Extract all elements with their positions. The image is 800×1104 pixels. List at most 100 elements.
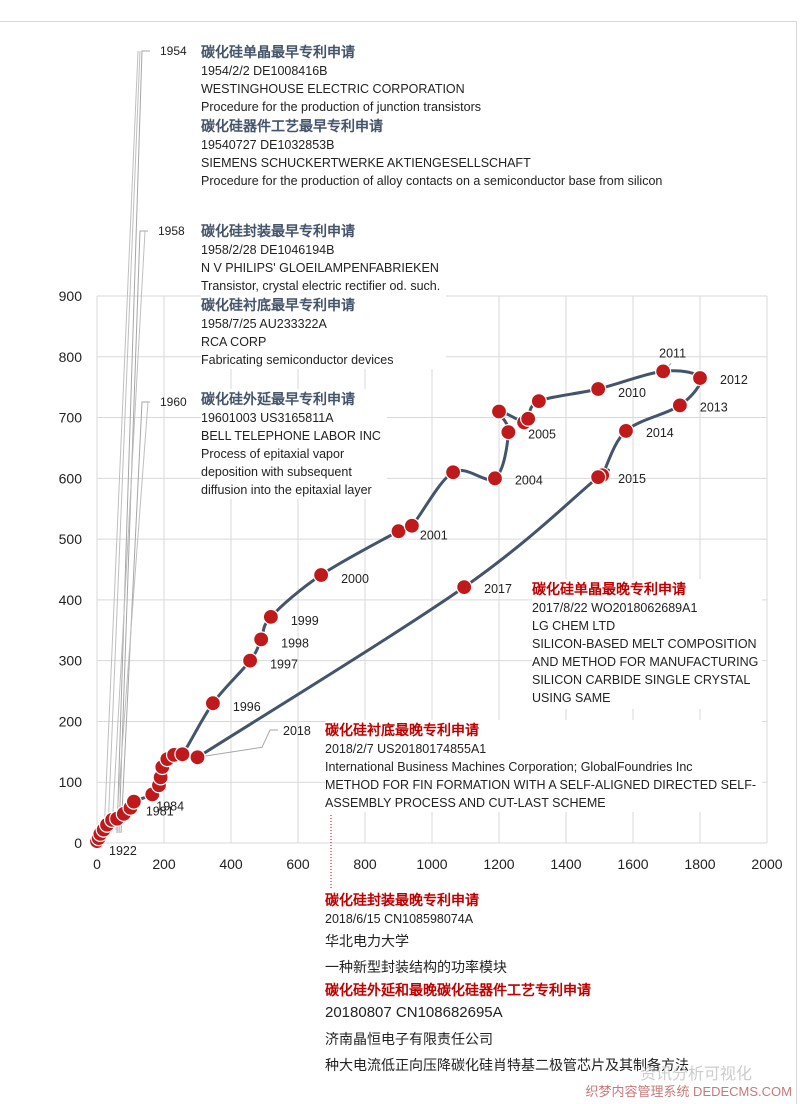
y-tick-label: 800 — [59, 349, 83, 365]
annotation-1954: 碳化硅单晶最早专利申请 1954/2/2 DE1008416B WESTINGH… — [201, 42, 662, 190]
data-point — [617, 422, 635, 440]
annotation-line: 19601003 US3165811A — [201, 411, 334, 425]
leader-line — [107, 50, 141, 831]
y-tick-label: 100 — [59, 774, 83, 790]
annotation-line: Procedure for the production of junction… — [201, 100, 482, 114]
annotation-line: AND METHOD FOR MANUFACTURING — [532, 655, 759, 669]
annotation-line: METHOD FOR FIN FORMATION WITH A SELF-ALI… — [325, 778, 757, 792]
annotation-line: ASSEMBLY PROCESS AND CUT-LAST SCHEME — [325, 796, 606, 810]
point-label: 2000 — [341, 572, 369, 586]
annotation-line: 华北电力大学 — [325, 933, 409, 949]
x-tick-label: 600 — [286, 856, 310, 872]
point-label: 1996 — [233, 700, 261, 714]
x-tick-label: 2000 — [751, 856, 782, 872]
annotation-line: 1954/2/2 DE1008416B — [201, 64, 328, 78]
leader-line — [115, 401, 149, 831]
annotation-title: 碳化硅封装最早专利申请 — [201, 223, 355, 239]
point-label: 2013 — [700, 400, 728, 414]
data-point — [590, 469, 607, 486]
x-tick-label: 0 — [93, 856, 101, 872]
annotation-line: 2017/8/22 WO2018062689A1 — [532, 601, 698, 615]
x-tick-label: 400 — [219, 856, 243, 872]
data-point — [671, 397, 689, 414]
data-point — [456, 579, 473, 596]
data-point — [445, 464, 462, 481]
data-point — [590, 380, 607, 398]
data-point — [403, 517, 420, 534]
annotation-line: BELL TELEPHONE LABOR INC — [201, 429, 381, 443]
x-tick-label: 1400 — [550, 856, 581, 872]
point-label: 2014 — [646, 426, 674, 440]
data-point — [125, 793, 142, 810]
annotation-line: SILICON-BASED MELT COMPOSITION — [532, 637, 757, 651]
point-label: 2010 — [618, 386, 646, 400]
data-point — [500, 424, 517, 441]
annotation-line: International Business Machines Corporat… — [325, 760, 693, 774]
annotation-line: 1958/2/28 DE1046194B — [201, 243, 335, 257]
point-label: 2005 — [528, 427, 556, 441]
annotation-title: 碳化硅衬底最早专利申请 — [201, 297, 355, 313]
y-tick-label: 300 — [59, 653, 83, 669]
annotation-2017: 碳化硅单晶最晚专利申请 2017/8/22 WO2018062689A1 LG … — [532, 579, 763, 709]
data-point — [241, 652, 259, 669]
y-tick-label: 400 — [59, 592, 83, 608]
x-tick-label: 800 — [353, 856, 377, 872]
point-label: 1999 — [291, 614, 319, 628]
annotation-line: 种大电流低正向压降碳化硅肖特基二极管芯片及其制备方法 — [325, 1057, 689, 1073]
annotation-line: RCA CORP — [201, 335, 267, 349]
annotation-title: 碳化硅单晶最早专利申请 — [201, 44, 355, 60]
annotation-line: 1958/7/25 AU233322A — [201, 317, 327, 331]
data-point — [486, 470, 504, 487]
y-tick-label: 500 — [59, 531, 83, 547]
annotation-line: 20180807 CN108682695A — [325, 1004, 503, 1021]
data-point — [189, 749, 206, 766]
annotation-title: 碳化硅外延和最晚碳化硅器件工艺专利申请 — [325, 982, 591, 998]
annotation-line: Procedure for the production of alloy co… — [201, 174, 663, 188]
watermark-site: 织梦内容管理系统 DEDECMS.COM — [585, 1084, 792, 1099]
leader-year-label: 1958 — [158, 224, 185, 238]
leader-line — [197, 729, 278, 758]
annotation-line: 济南晶恒电子有限责任公司 — [325, 1031, 493, 1047]
annotation-title: 碳化硅外延最早专利申请 — [201, 391, 355, 407]
y-tick-label: 700 — [59, 410, 83, 426]
annotation-line: deposition with subsequent — [201, 465, 352, 479]
annotation-line: 2018/6/15 CN108598074A — [325, 912, 474, 926]
y-tick-label: 900 — [59, 288, 83, 304]
leader-line — [116, 50, 150, 834]
annotation-line: Process of epitaxial vapor — [201, 447, 345, 461]
data-point — [691, 369, 709, 387]
y-tick-label: 0 — [74, 835, 82, 851]
leader-line — [118, 230, 148, 834]
point-label: 1981 — [146, 805, 174, 819]
x-tick-label: 1200 — [483, 856, 514, 872]
annotation-line: diffusion into the epitaxial layer — [201, 483, 372, 497]
data-point — [262, 608, 279, 626]
annotation-line: Transistor, crystal electric rectifier o… — [201, 279, 441, 293]
chart-frame — [0, 21, 797, 1104]
data-point — [253, 631, 270, 648]
leader-line — [111, 230, 146, 831]
annotation-line: N V PHILIPS' GLOEILAMPENFABRIEKEN — [201, 261, 439, 275]
annotation-line: 19540727 DE1032853B — [201, 138, 335, 152]
annotation-1958: 碳化硅封装最早专利申请 1958/2/28 DE1046194B N V PHI… — [201, 221, 447, 369]
annotation-title: 碳化硅器件工艺最早专利申请 — [201, 118, 383, 134]
point-label: 1922 — [109, 844, 137, 858]
annotation-line: Fabricating semiconductor devices — [201, 353, 394, 367]
data-point — [174, 746, 191, 763]
leader-line — [103, 50, 139, 836]
annotation-title: 碳化硅单晶最晚专利申请 — [532, 581, 686, 597]
point-label: 2001 — [420, 529, 448, 543]
x-tick-label: 200 — [152, 856, 176, 872]
x-tick-label: 1800 — [684, 856, 715, 872]
annotation-2018-package-epitaxy: 碳化硅封装最晚专利申请 2018/6/15 CN108598074A 华北电力大… — [325, 890, 689, 1078]
annotation-title: 碳化硅衬底最晚专利申请 — [325, 722, 479, 738]
point-label: 2004 — [515, 473, 543, 487]
annotation-line: 2018/2/7 US20180174855A1 — [325, 742, 487, 756]
point-label: 2018 — [283, 724, 311, 738]
leader-lines: 1954 1958 1960 — [103, 44, 672, 888]
annotation-title: 碳化硅封装最晚专利申请 — [325, 892, 479, 908]
annotation-line: SIEMENS SCHUCKERTWERKE AKTIENGESELLSCHAF… — [201, 156, 531, 170]
leader-year-label: 1954 — [160, 44, 187, 58]
